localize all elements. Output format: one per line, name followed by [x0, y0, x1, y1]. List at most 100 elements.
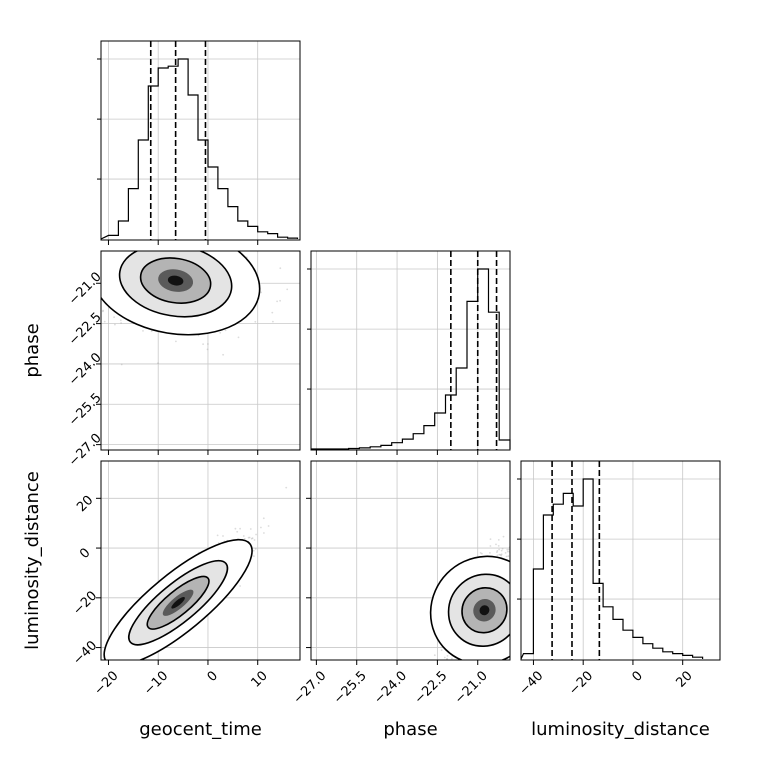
sample-point [517, 602, 519, 604]
sample-point [122, 233, 124, 235]
sample-point [511, 576, 513, 578]
sample-point [514, 589, 516, 591]
y-tick-label: −27.0 [66, 431, 105, 470]
sample-point [171, 242, 173, 244]
sample-point [489, 552, 491, 554]
sample-point [139, 221, 141, 223]
sample-point [85, 240, 87, 242]
sample-point [514, 607, 516, 609]
sample-point [130, 246, 132, 248]
sample-point [462, 674, 464, 676]
sample-point [514, 612, 516, 614]
sample-point [536, 548, 538, 550]
sample-point [285, 486, 288, 489]
density-contours [429, 555, 510, 660]
sample-point [511, 552, 513, 554]
sample-point [254, 548, 257, 550]
sample-point [433, 654, 436, 657]
sample-point [456, 679, 458, 681]
sample-point [105, 660, 107, 662]
sample-point [506, 550, 509, 553]
y-tick-label: −40 [70, 638, 100, 668]
sample-point [271, 311, 274, 314]
sample-point [495, 543, 497, 546]
sample-point [254, 320, 257, 323]
contour-line [103, 538, 253, 660]
sample-point [111, 667, 113, 669]
sample-point [475, 664, 477, 666]
sample-point [211, 248, 213, 250]
sample-point [523, 559, 525, 561]
sample-point [260, 291, 262, 294]
histogram-geocent_time [100, 58, 299, 240]
sample-point [175, 244, 177, 246]
sample-point [267, 525, 270, 527]
sample-point [119, 319, 122, 322]
contour-line [128, 559, 229, 646]
sample-point [514, 575, 516, 577]
sample-point [151, 240, 153, 242]
sample-point [451, 657, 453, 660]
panel-frame [100, 40, 301, 241]
sample-point [171, 223, 173, 225]
y-tick-label: −22.5 [66, 310, 105, 349]
sample-point [514, 577, 516, 579]
sample-point [189, 248, 191, 250]
sample-point [201, 236, 203, 238]
sample-point [157, 362, 159, 364]
sample-point [253, 555, 255, 557]
sample-point [198, 249, 200, 251]
sample-point [263, 532, 265, 534]
sample-point [457, 663, 459, 665]
sample-point [154, 230, 156, 232]
sample-point [196, 232, 198, 234]
sample-point [513, 517, 515, 519]
sample-point [130, 667, 132, 669]
sample-point [149, 247, 151, 249]
sample-point [82, 267, 84, 269]
sample-point [237, 336, 240, 339]
sample-point [512, 583, 514, 585]
sample-point [481, 552, 483, 555]
sample-point [99, 241, 101, 243]
sample-point [142, 662, 144, 664]
sample-point [113, 316, 115, 319]
sample-point [469, 667, 471, 669]
sample-point [517, 540, 519, 542]
x-tick-label: −24.0 [371, 668, 410, 707]
sample-point [513, 600, 515, 602]
sample-point [440, 649, 443, 652]
sample-point [514, 539, 516, 541]
sample-point [154, 228, 156, 230]
panel-frame [100, 250, 301, 451]
sample-point [222, 535, 224, 537]
sample-point [116, 672, 118, 674]
sample-point [249, 528, 252, 530]
sample-point [85, 675, 87, 677]
sample-point [449, 664, 451, 666]
sample-point [149, 245, 151, 247]
sample-point [139, 229, 141, 231]
sample-point [513, 599, 515, 601]
sample-point [135, 242, 137, 244]
sample-point [198, 248, 200, 250]
sample-point [213, 229, 215, 231]
sample-point [260, 526, 262, 529]
sample-point [172, 235, 174, 237]
sample-point [490, 661, 492, 663]
sample-point [135, 234, 137, 236]
sample-point [474, 661, 476, 663]
sample-point [222, 353, 225, 356]
sample-point [467, 668, 469, 670]
sample-point [86, 243, 88, 245]
sample-point [445, 702, 447, 704]
sample-point [522, 566, 524, 568]
sample-point [502, 535, 505, 538]
density-contours [103, 538, 253, 660]
sample-point [83, 269, 85, 271]
sample-point [162, 244, 164, 246]
sample-point [169, 242, 171, 244]
sample-point [250, 537, 253, 540]
sample-point [469, 673, 471, 675]
sample-point [511, 582, 513, 584]
